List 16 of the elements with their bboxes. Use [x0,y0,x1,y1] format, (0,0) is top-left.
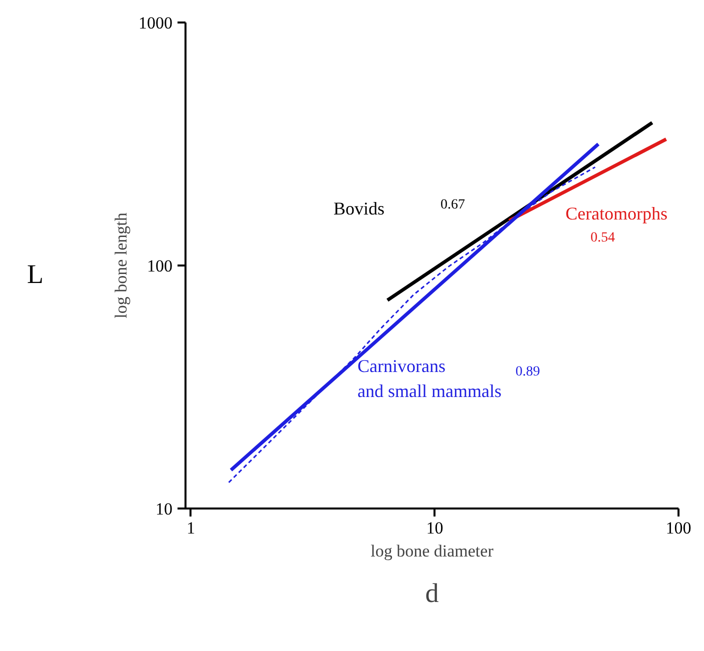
x-tick-label: 100 [666,518,692,538]
annotation: 0.89 [516,364,540,380]
x-axis-title: log bone diameter [370,542,494,560]
series-label: Ceratomorphs [566,204,668,224]
series-label: Carnivorans and small mammals [358,356,502,401]
annotation: 0.67 [440,198,465,212]
text: d [425,578,440,608]
x-tick-label: 1 [186,518,196,538]
y-tick-label: 10 [156,500,172,518]
y-tick-label: 100 [147,256,172,276]
text: Bovids [334,198,385,218]
y-tick-label: 1000 [138,14,172,32]
annotation: 0.54 [590,230,615,246]
text: L [27,258,44,291]
x-tick-label: 10 [426,518,444,538]
y-axis-title: log bone length [112,212,130,318]
